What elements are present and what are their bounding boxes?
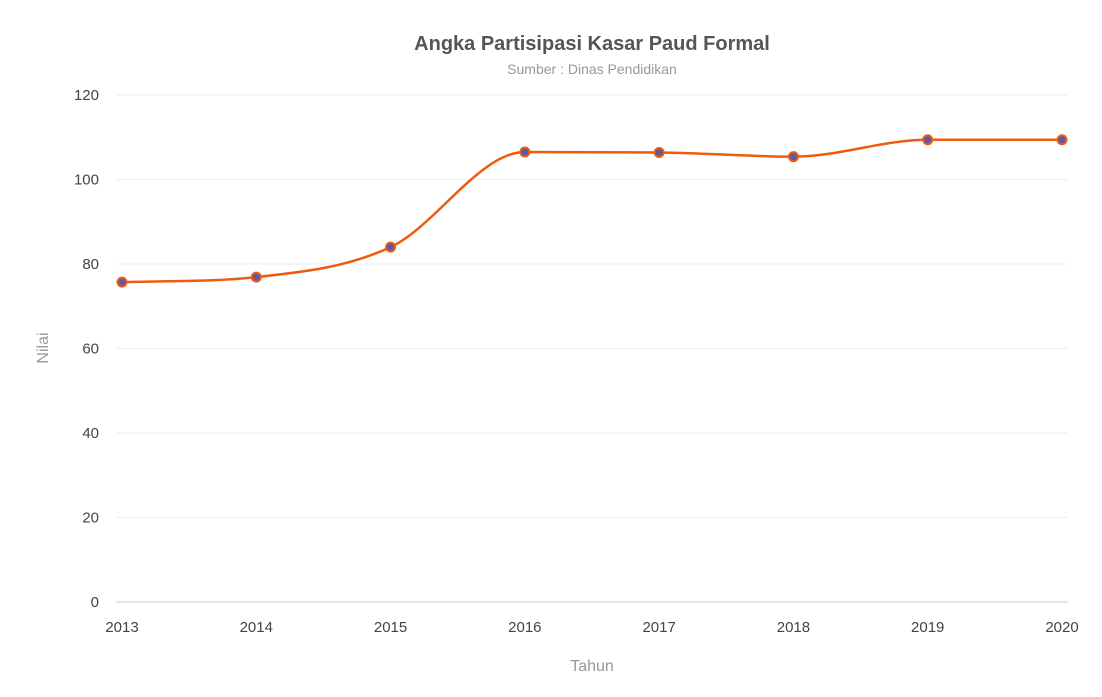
x-axis-title: Tahun <box>570 658 614 675</box>
data-point[interactable] <box>116 276 128 288</box>
y-tick-label: 120 <box>74 87 99 104</box>
x-tick-label: 2018 <box>777 619 810 636</box>
x-tick-label: 2020 <box>1045 619 1078 636</box>
y-tick-label: 40 <box>82 425 99 442</box>
y-axis-title: Nilai <box>35 332 52 363</box>
y-tick-label: 80 <box>82 256 99 273</box>
x-tick-label: 2019 <box>911 619 944 636</box>
x-tick-label: 2014 <box>240 619 273 636</box>
x-axis-ticks: 2013 2014 2015 2016 2017 2018 2019 2020 <box>105 619 1078 636</box>
x-tick-label: 2013 <box>105 619 138 636</box>
gridlines <box>116 94 1068 603</box>
y-tick-label: 60 <box>82 341 99 358</box>
x-tick-label: 2017 <box>642 619 675 636</box>
chart-subtitle: Sumber : Dinas Pendidikan <box>507 61 677 77</box>
data-point[interactable] <box>787 151 799 163</box>
data-point[interactable] <box>653 146 665 158</box>
data-point[interactable] <box>922 134 934 146</box>
x-tick-label: 2016 <box>508 619 541 636</box>
x-tick-label: 2015 <box>374 619 407 636</box>
chart-title: Angka Partisipasi Kasar Paud Formal <box>414 33 770 55</box>
data-point[interactable] <box>1056 134 1068 146</box>
y-tick-label: 20 <box>82 510 99 527</box>
data-point[interactable] <box>519 146 531 158</box>
y-tick-label: 100 <box>74 172 99 189</box>
data-points <box>116 134 1068 288</box>
y-axis-ticks: 0 20 40 60 80 100 120 <box>74 87 99 611</box>
data-point[interactable] <box>250 271 262 283</box>
y-tick-label: 0 <box>91 594 99 611</box>
data-point[interactable] <box>385 241 397 253</box>
series-line <box>121 138 1062 284</box>
